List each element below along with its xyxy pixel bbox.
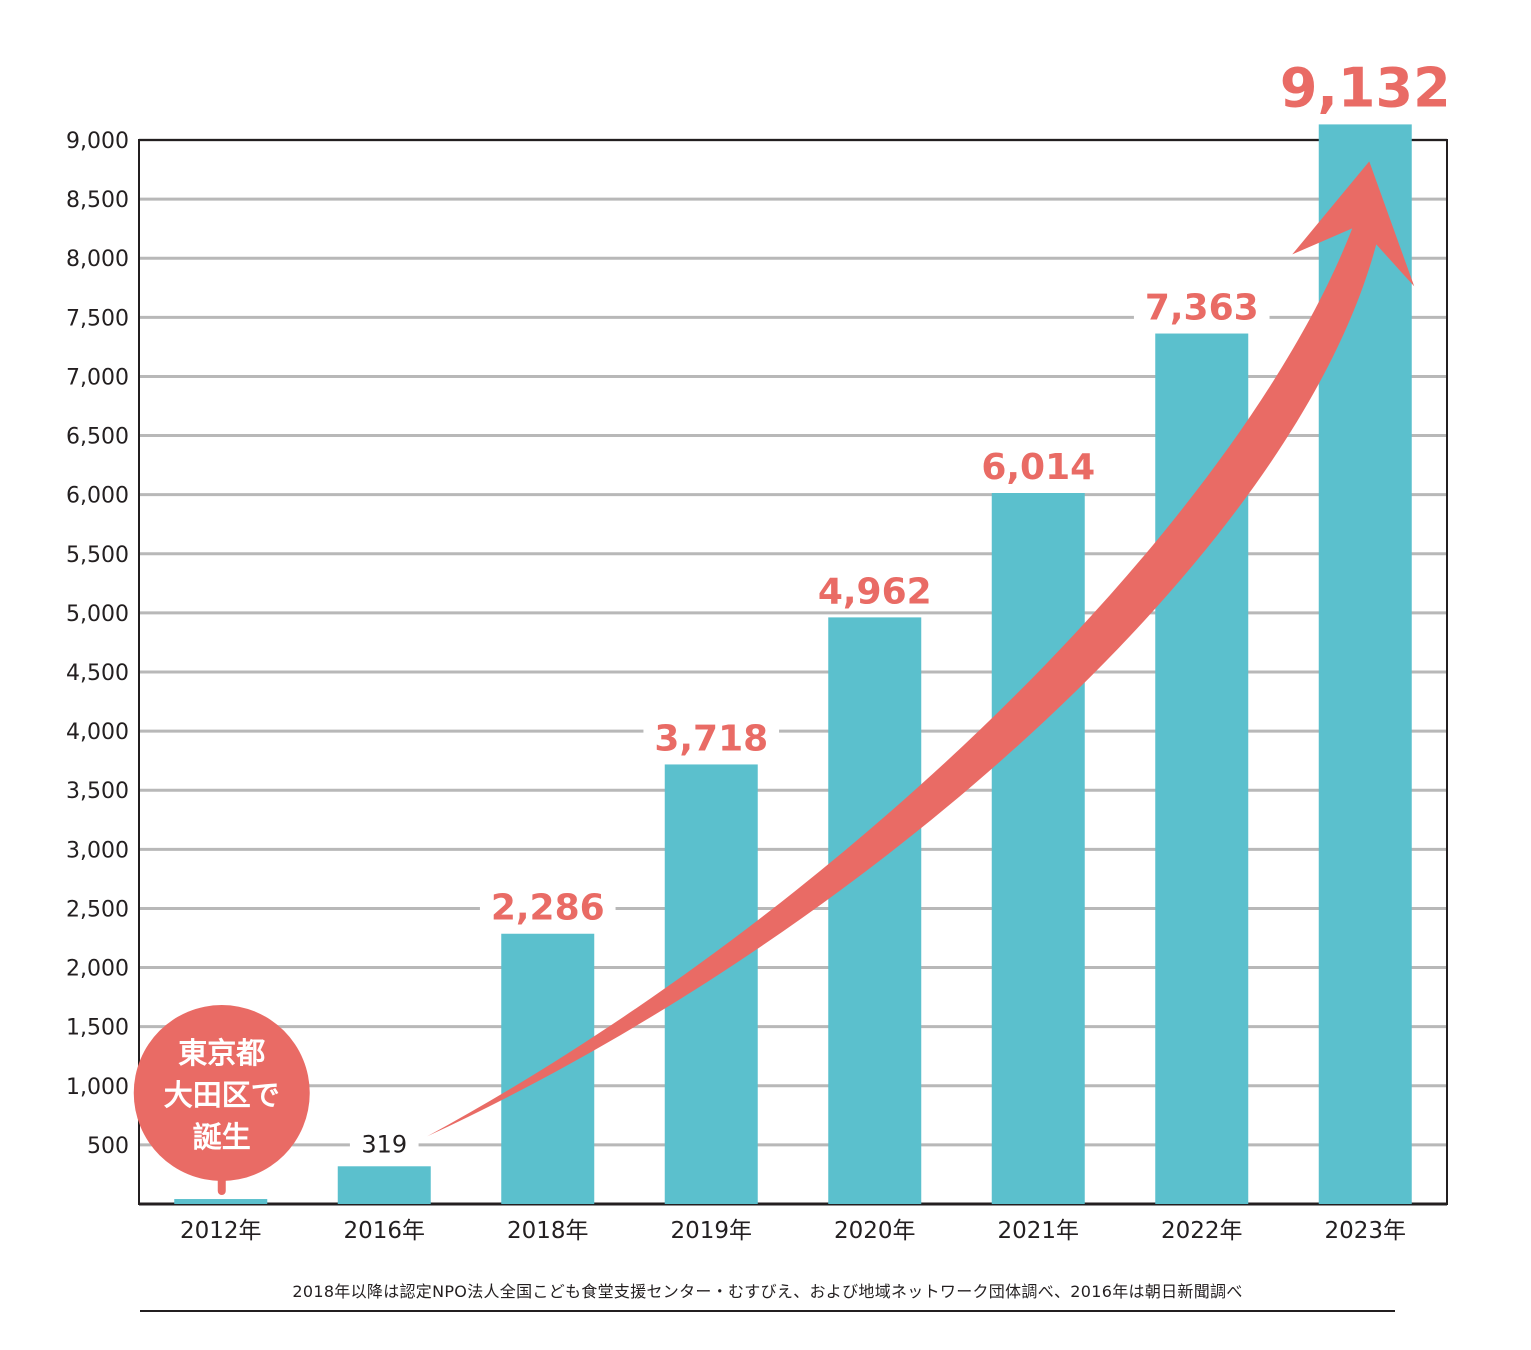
value-labels: 319 2,286 3,718 4,962 6,014 7,363 9,132 (349, 56, 1461, 1158)
x-label-2019年: 2019年 (670, 1218, 752, 1244)
value-label-2020年: 4,962 (818, 571, 932, 612)
annotation-line-3: 誕生 (193, 1120, 251, 1154)
value-label-bg-2018年 (479, 890, 616, 926)
source-note: 2018年以降は認定NPO法人全国こども食堂支援センター・むすびえ、および地域ネ… (292, 1282, 1243, 1301)
bar-2021年 (991, 493, 1085, 1204)
bar-2016年 (337, 1166, 431, 1204)
value-label-2022年: 7,363 (1145, 288, 1259, 329)
y-tick-7,500: 7,500 (66, 306, 129, 331)
y-tick-5,000: 5,000 (66, 602, 129, 627)
x-label-2022年: 2022年 (1161, 1218, 1243, 1244)
source-underline (140, 1310, 1395, 1312)
y-tick-2,000: 2,000 (66, 957, 129, 982)
annotation-line-2: 大田区で (164, 1078, 280, 1112)
y-tick-4,000: 4,000 (66, 720, 129, 745)
y-tick-7,000: 7,000 (66, 365, 129, 390)
x-label-2023年: 2023年 (1324, 1218, 1406, 1244)
x-label-2016年: 2016年 (343, 1218, 425, 1244)
y-tick-8,500: 8,500 (66, 188, 129, 213)
value-label-2016年: 319 (361, 1130, 407, 1158)
y-tick-3,000: 3,000 (66, 838, 129, 863)
y-tick-6,500: 6,500 (66, 425, 129, 450)
value-label-2019年: 3,718 (654, 718, 768, 759)
y-tick-4,500: 4,500 (66, 661, 129, 686)
y-tick-500: 500 (87, 1134, 129, 1159)
value-label-bg-2020年 (806, 573, 943, 610)
x-label-2021年: 2021年 (997, 1218, 1079, 1244)
y-tick-2,500: 2,500 (66, 897, 129, 922)
value-label-bg-2023年 (1269, 62, 1461, 116)
y-tick-6,000: 6,000 (66, 484, 129, 509)
y-tick-1,000: 1,000 (66, 1075, 129, 1100)
x-axis-labels: 2012年 2016年 2018年 2019年 2020年 2021年 2022年 2023年 (180, 1218, 1406, 1244)
bar-2020年 (828, 617, 922, 1204)
value-label-bg-2016年 (349, 1132, 419, 1157)
bars (174, 124, 1412, 1205)
y-tick-9,000: 9,000 (66, 129, 129, 154)
x-label-2012年: 2012年 (180, 1218, 262, 1244)
y-tick-1,500: 1,500 (66, 1016, 129, 1041)
y-tick-8,000: 8,000 (66, 247, 129, 272)
value-label-2023年: 9,132 (1280, 56, 1451, 119)
value-label-2021年: 6,014 (981, 447, 1095, 488)
y-tick-5,500: 5,500 (66, 543, 129, 568)
annotation-circle (133, 1005, 310, 1181)
bar-chart: 500 1,000 1,500 2,000 2,500 3,000 3,500 4,000 4,… (66, 56, 1461, 1244)
bar-2012年 (174, 1199, 268, 1204)
y-axis-ticks: 500 1,000 1,500 2,000 2,500 3,000 3,500 4,000 4,… (66, 129, 129, 1159)
value-label-2018年: 2,286 (491, 888, 605, 929)
annotation-line-1: 東京都 (178, 1036, 265, 1070)
value-label-bg-2021年 (970, 449, 1107, 485)
value-label-bg-2022年 (1133, 290, 1270, 326)
x-label-2018年: 2018年 (507, 1218, 589, 1244)
value-label-bg-2019年 (643, 720, 780, 757)
x-label-2020年: 2020年 (834, 1218, 916, 1244)
y-tick-3,500: 3,500 (66, 779, 129, 804)
